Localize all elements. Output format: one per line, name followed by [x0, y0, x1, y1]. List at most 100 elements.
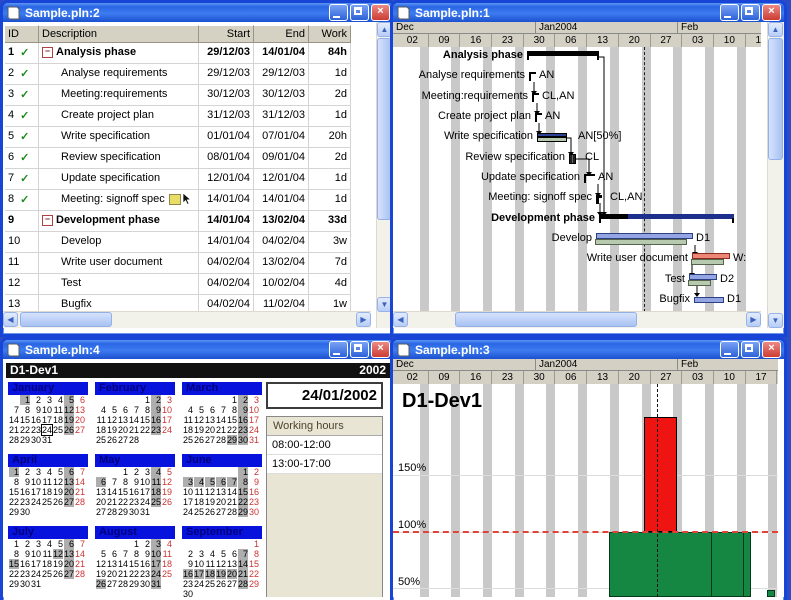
calendar-day[interactable]: 22: [249, 569, 260, 579]
calendar-day[interactable]: 8: [122, 477, 128, 487]
calendar-day[interactable]: 3: [183, 477, 193, 487]
calendar-day[interactable]: 16: [20, 487, 31, 497]
calendar-day[interactable]: 4: [194, 477, 204, 487]
calendar-day[interactable]: 21: [75, 559, 86, 569]
calendar-day[interactable]: 1: [13, 539, 19, 549]
calendar-day[interactable]: 23: [129, 497, 140, 507]
calendar-day[interactable]: 15: [9, 487, 20, 497]
calendar-day[interactable]: 6: [122, 405, 128, 415]
calendar-day[interactable]: 2: [133, 467, 139, 477]
calendar-day[interactable]: 14: [75, 549, 86, 559]
calendar-day[interactable]: 28: [227, 507, 238, 517]
calendar-day[interactable]: 19: [53, 487, 64, 497]
calendar-day[interactable]: 17: [194, 569, 205, 579]
calendar-day[interactable]: 11: [194, 487, 204, 497]
calendar-day[interactable]: 9: [24, 549, 30, 559]
table-row[interactable]: 4 ✓ Create project plan 31/12/03 31/12/03 1d: [5, 106, 351, 127]
table-row[interactable]: 12 Test 04/02/04 10/02/04 4d: [5, 274, 351, 295]
working-hours-row[interactable]: 13:00-17:00: [267, 455, 382, 474]
calendar-day[interactable]: 26: [216, 579, 227, 589]
calendar-day[interactable]: 9: [187, 559, 193, 569]
calendar-day[interactable]: 22: [227, 425, 238, 435]
note-icon[interactable]: [168, 194, 181, 205]
calendar-day[interactable]: 26: [64, 425, 75, 435]
maximize-button[interactable]: [350, 4, 369, 21]
calendar-day[interactable]: 13: [64, 477, 75, 487]
task-description-cell[interactable]: Write user document: [39, 253, 199, 273]
calendar-day[interactable]: 6: [231, 549, 237, 559]
calendar-day[interactable]: 11: [151, 477, 161, 487]
scroll-thumb[interactable]: [455, 312, 637, 327]
scroll-thumb[interactable]: [20, 312, 112, 327]
calendar-day[interactable]: 19: [107, 425, 118, 435]
calendar-day[interactable]: 18: [162, 559, 173, 569]
calendar-day[interactable]: 22: [129, 569, 140, 579]
calendar-day[interactable]: 25: [162, 569, 173, 579]
calendar-day[interactable]: 1: [9, 467, 19, 477]
calendar-day[interactable]: 11: [53, 405, 63, 415]
calendar-day[interactable]: 26: [53, 569, 64, 579]
calendar-day[interactable]: 5: [198, 405, 204, 415]
calendar-day[interactable]: 28: [129, 435, 140, 445]
calendar-day[interactable]: 19: [96, 569, 107, 579]
calendar-day[interactable]: 12: [162, 477, 173, 487]
calendar-day[interactable]: 18: [194, 497, 205, 507]
calendar-day[interactable]: 11: [42, 477, 52, 487]
calendar-day[interactable]: 5: [111, 405, 117, 415]
calendar-day[interactable]: 26: [194, 435, 205, 445]
calendar-day[interactable]: 6: [96, 477, 106, 487]
gantt-vertical-scrollbar[interactable]: ▲ ▼: [767, 22, 784, 328]
calendar-day[interactable]: 15: [9, 559, 20, 569]
calendar-day[interactable]: 12: [107, 415, 118, 425]
calendar-day[interactable]: 21: [238, 569, 249, 579]
calendar-day[interactable]: 5: [57, 467, 63, 477]
calendar-day[interactable]: 6: [64, 539, 74, 549]
calendar-day[interactable]: 7: [13, 405, 19, 415]
calendar-day[interactable]: 11: [96, 415, 106, 425]
calendar-day[interactable]: 13: [118, 415, 129, 425]
calendar-day[interactable]: 13: [96, 487, 107, 497]
calendar-day[interactable]: 9: [253, 477, 259, 487]
task-bar-planned[interactable]: [689, 274, 717, 280]
calendar-day[interactable]: 17: [140, 487, 151, 497]
calendar-day[interactable]: 29: [238, 507, 249, 517]
calendar-day[interactable]: 23: [20, 569, 31, 579]
calendar-day[interactable]: 7: [111, 477, 117, 487]
task-bar-planned[interactable]: [596, 233, 693, 239]
calendar-day[interactable]: 3: [35, 539, 41, 549]
calendar-day[interactable]: 3: [46, 395, 52, 405]
close-button[interactable]: ×: [371, 4, 390, 21]
scroll-left-button[interactable]: ◀: [393, 312, 408, 327]
calendar-day[interactable]: 20: [96, 497, 107, 507]
calendar-day[interactable]: 12: [64, 405, 75, 415]
column-header[interactable]: Work: [309, 25, 351, 43]
calendar-day[interactable]: 23: [151, 425, 162, 435]
calendar-day[interactable]: 5: [166, 467, 172, 477]
calendar-day[interactable]: 27: [216, 507, 227, 517]
calendar-day[interactable]: 28: [75, 497, 86, 507]
task-bar-overdue[interactable]: [692, 253, 730, 259]
summary-bar[interactable]: [527, 51, 599, 56]
calendar-day[interactable]: 22: [118, 497, 129, 507]
task-description-cell[interactable]: Test: [39, 274, 199, 294]
calendar-day[interactable]: 23: [183, 579, 194, 589]
calendar-day[interactable]: 4: [46, 539, 52, 549]
calendar-day[interactable]: 15: [129, 559, 140, 569]
task-description-cell[interactable]: − Analysis phase: [39, 43, 199, 63]
calendar-day[interactable]: 31: [42, 435, 53, 445]
allocation-bar[interactable]: [767, 590, 775, 597]
calendar-day[interactable]: 20: [75, 415, 86, 425]
calendar-day[interactable]: 29: [118, 507, 129, 517]
calendar-day[interactable]: 16: [249, 487, 260, 497]
calendar-day[interactable]: 23: [31, 425, 42, 435]
calendar-day[interactable]: 25: [42, 569, 53, 579]
calendar-day[interactable]: 15: [227, 415, 238, 425]
calendar-day[interactable]: 24: [183, 507, 194, 517]
calendar-day[interactable]: 29: [249, 579, 260, 589]
calendar-day[interactable]: 11: [162, 549, 172, 559]
calendar-day[interactable]: 30: [31, 435, 42, 445]
task-bar-actual[interactable]: [595, 239, 687, 245]
calendar-day[interactable]: 2: [144, 539, 150, 549]
calendar-day[interactable]: 10: [183, 487, 194, 497]
calendar-day[interactable]: 25: [96, 435, 107, 445]
